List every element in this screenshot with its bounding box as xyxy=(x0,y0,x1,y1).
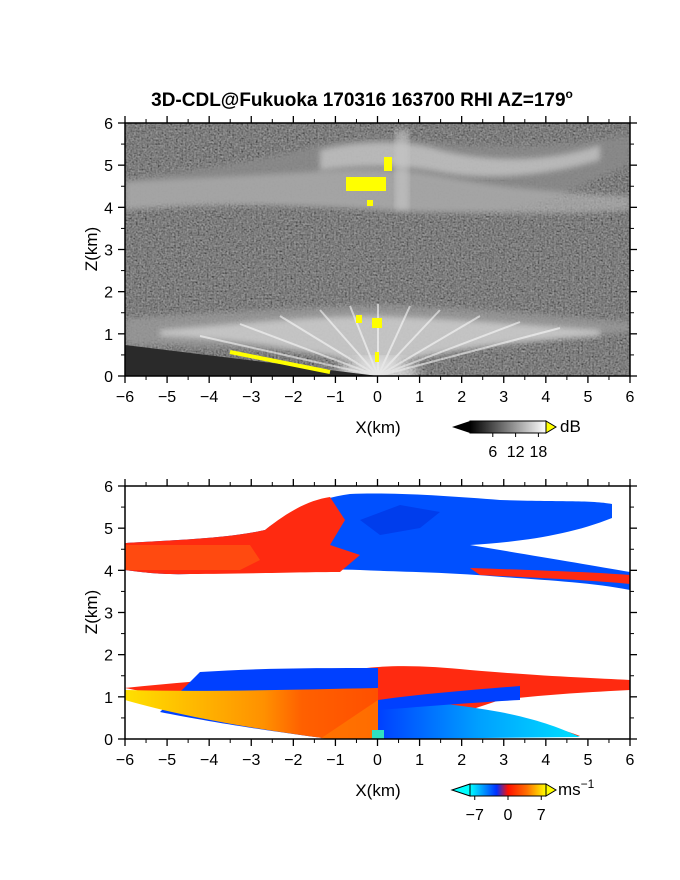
chart-title: 3D-CDL@Fukuoka 170316 163700 RHI AZ=179o xyxy=(151,87,573,111)
x-axis-label: X(km) xyxy=(355,418,400,437)
y-tick-label: 4 xyxy=(104,200,113,217)
x-tick-label: −1 xyxy=(326,752,344,769)
y-tick-label: 5 xyxy=(104,158,113,175)
saturation-patch xyxy=(346,177,386,191)
y-tick-label: 6 xyxy=(104,116,113,133)
y-tick-label: 3 xyxy=(104,243,113,260)
x-tick-label: 5 xyxy=(583,389,592,406)
x-tick-label: 4 xyxy=(541,752,550,769)
x-tick-label: −3 xyxy=(242,389,260,406)
x-tick-label: 0 xyxy=(373,752,382,769)
x-tick-label: −3 xyxy=(242,752,260,769)
x-tick-label: −5 xyxy=(158,752,176,769)
y-tick-label: 2 xyxy=(104,648,113,665)
y-tick-label: 1 xyxy=(104,690,113,707)
velocity-colorbar: ms−1 −7 0 7 xyxy=(450,777,595,824)
x-tick-label: −2 xyxy=(284,389,302,406)
x-tick-label: −4 xyxy=(200,752,218,769)
x-tick-label: 4 xyxy=(541,389,550,406)
colorbar-tick-label: 12 xyxy=(507,444,525,461)
colorbar-tick-label: 0 xyxy=(504,807,513,824)
colorbar-unit: ms−1 xyxy=(558,777,595,799)
y-tick-label: 1 xyxy=(104,327,113,344)
x-tick-label: 1 xyxy=(415,389,424,406)
x-tick-label: 5 xyxy=(583,752,592,769)
x-tick-label: 3 xyxy=(499,389,508,406)
intensity-colorbar: dB 6 12 18 xyxy=(452,417,581,461)
x-tick-label: −6 xyxy=(116,752,134,769)
x-axis-label: X(km) xyxy=(355,781,400,800)
colorbar-tick-label: 18 xyxy=(530,444,548,461)
y-tick-label: 0 xyxy=(104,732,113,749)
x-tick-label: −4 xyxy=(200,389,218,406)
y-tick-label: 3 xyxy=(104,606,113,623)
x-tick-label: 2 xyxy=(457,389,466,406)
y-tick-label: 4 xyxy=(104,563,113,580)
y-tick-label: 5 xyxy=(104,521,113,538)
y-tick-label: 2 xyxy=(104,285,113,302)
x-tick-label: 2 xyxy=(457,752,466,769)
x-tick-label: 0 xyxy=(373,389,382,406)
x-tick-label: 1 xyxy=(415,752,424,769)
x-tick-label: −5 xyxy=(158,389,176,406)
colorbar-unit: dB xyxy=(560,417,581,436)
y-axis-label: Z(km) xyxy=(82,590,101,634)
x-tick-label: −6 xyxy=(116,389,134,406)
y-axis-label: Z(km) xyxy=(82,227,101,271)
x-tick-label: −1 xyxy=(326,389,344,406)
x-tick-label: 3 xyxy=(499,752,508,769)
velocity-panel: −6 −5 −4 −3 −2 −1 0 1 2 3 4 5 6 0 1 2 3 4 5 6 Z(km) X(km) m… xyxy=(82,479,637,824)
velocity-field xyxy=(125,486,630,739)
intensity-field xyxy=(125,123,630,376)
x-tick-label: 6 xyxy=(626,389,635,406)
colorbar-tick-label: 7 xyxy=(537,807,546,824)
y-tick-label: 6 xyxy=(104,479,113,496)
x-tick-label: −2 xyxy=(284,752,302,769)
x-tick-label: 6 xyxy=(626,752,635,769)
y-tick-label: 0 xyxy=(104,369,113,386)
colorbar-tick-label: 6 xyxy=(488,444,497,461)
colorbar-tick-label: −7 xyxy=(466,807,484,824)
